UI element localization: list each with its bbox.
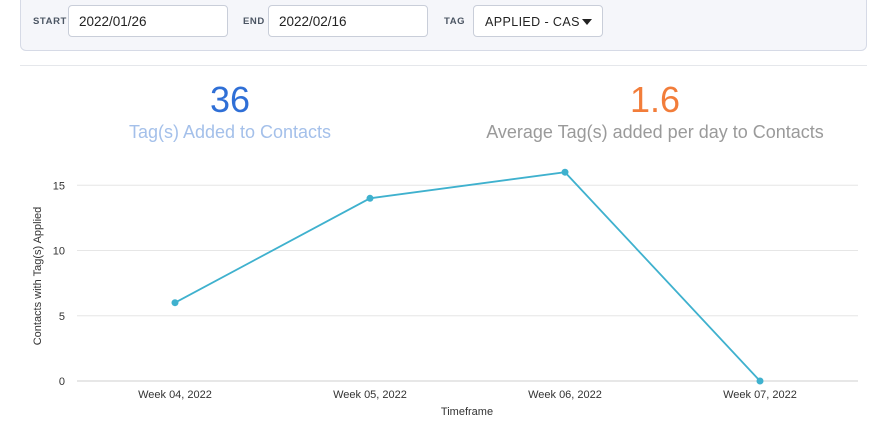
y-tick-label: 5: [59, 311, 65, 323]
data-point: [171, 299, 179, 307]
x-tick-label: Week 04, 2022: [138, 389, 212, 401]
tag-select[interactable]: APPLIED - CAS: [473, 5, 603, 37]
stat-average-label: Average Tag(s) added per day to Contacts: [486, 122, 824, 142]
end-date-input[interactable]: 2022/02/16: [268, 5, 428, 37]
stat-tags-added-label: Tag(s) Added to Contacts: [128, 122, 332, 142]
series-line: [174, 171, 761, 382]
y-tick-label: 10: [53, 246, 65, 258]
data-point: [756, 377, 764, 385]
stat-tags-added-value: 36: [209, 79, 251, 120]
x-tick-label: Week 05, 2022: [333, 389, 407, 401]
stat-average-value: 1.6: [629, 79, 681, 120]
start-date-input[interactable]: 2022/01/26: [68, 5, 228, 37]
stat-tags-added: 36 Tag(s) Added to Contacts: [70, 80, 390, 144]
end-label: END: [243, 16, 265, 27]
x-axis-title: Timeframe: [441, 406, 493, 418]
y-tick-label: 0: [59, 376, 65, 388]
filter-bar: START 2022/01/26 END 2022/02/16 TAG APPL…: [20, 0, 867, 51]
start-label: START: [33, 16, 67, 27]
x-tick-label: Week 07, 2022: [723, 389, 797, 401]
tag-select-value: APPLIED - CAS: [485, 15, 580, 29]
data-point: [366, 194, 374, 202]
stat-average-per-day: 1.6 Average Tag(s) added per day to Cont…: [470, 80, 840, 144]
tag-label: TAG: [444, 16, 466, 27]
caret-down-icon: [582, 19, 592, 25]
y-axis-title: Contacts with Tag(s) Applied: [32, 207, 44, 346]
x-tick-label: Week 06, 2022: [528, 389, 602, 401]
divider: [20, 65, 867, 66]
y-tick-label: 15: [53, 180, 65, 192]
data-point: [561, 168, 569, 176]
